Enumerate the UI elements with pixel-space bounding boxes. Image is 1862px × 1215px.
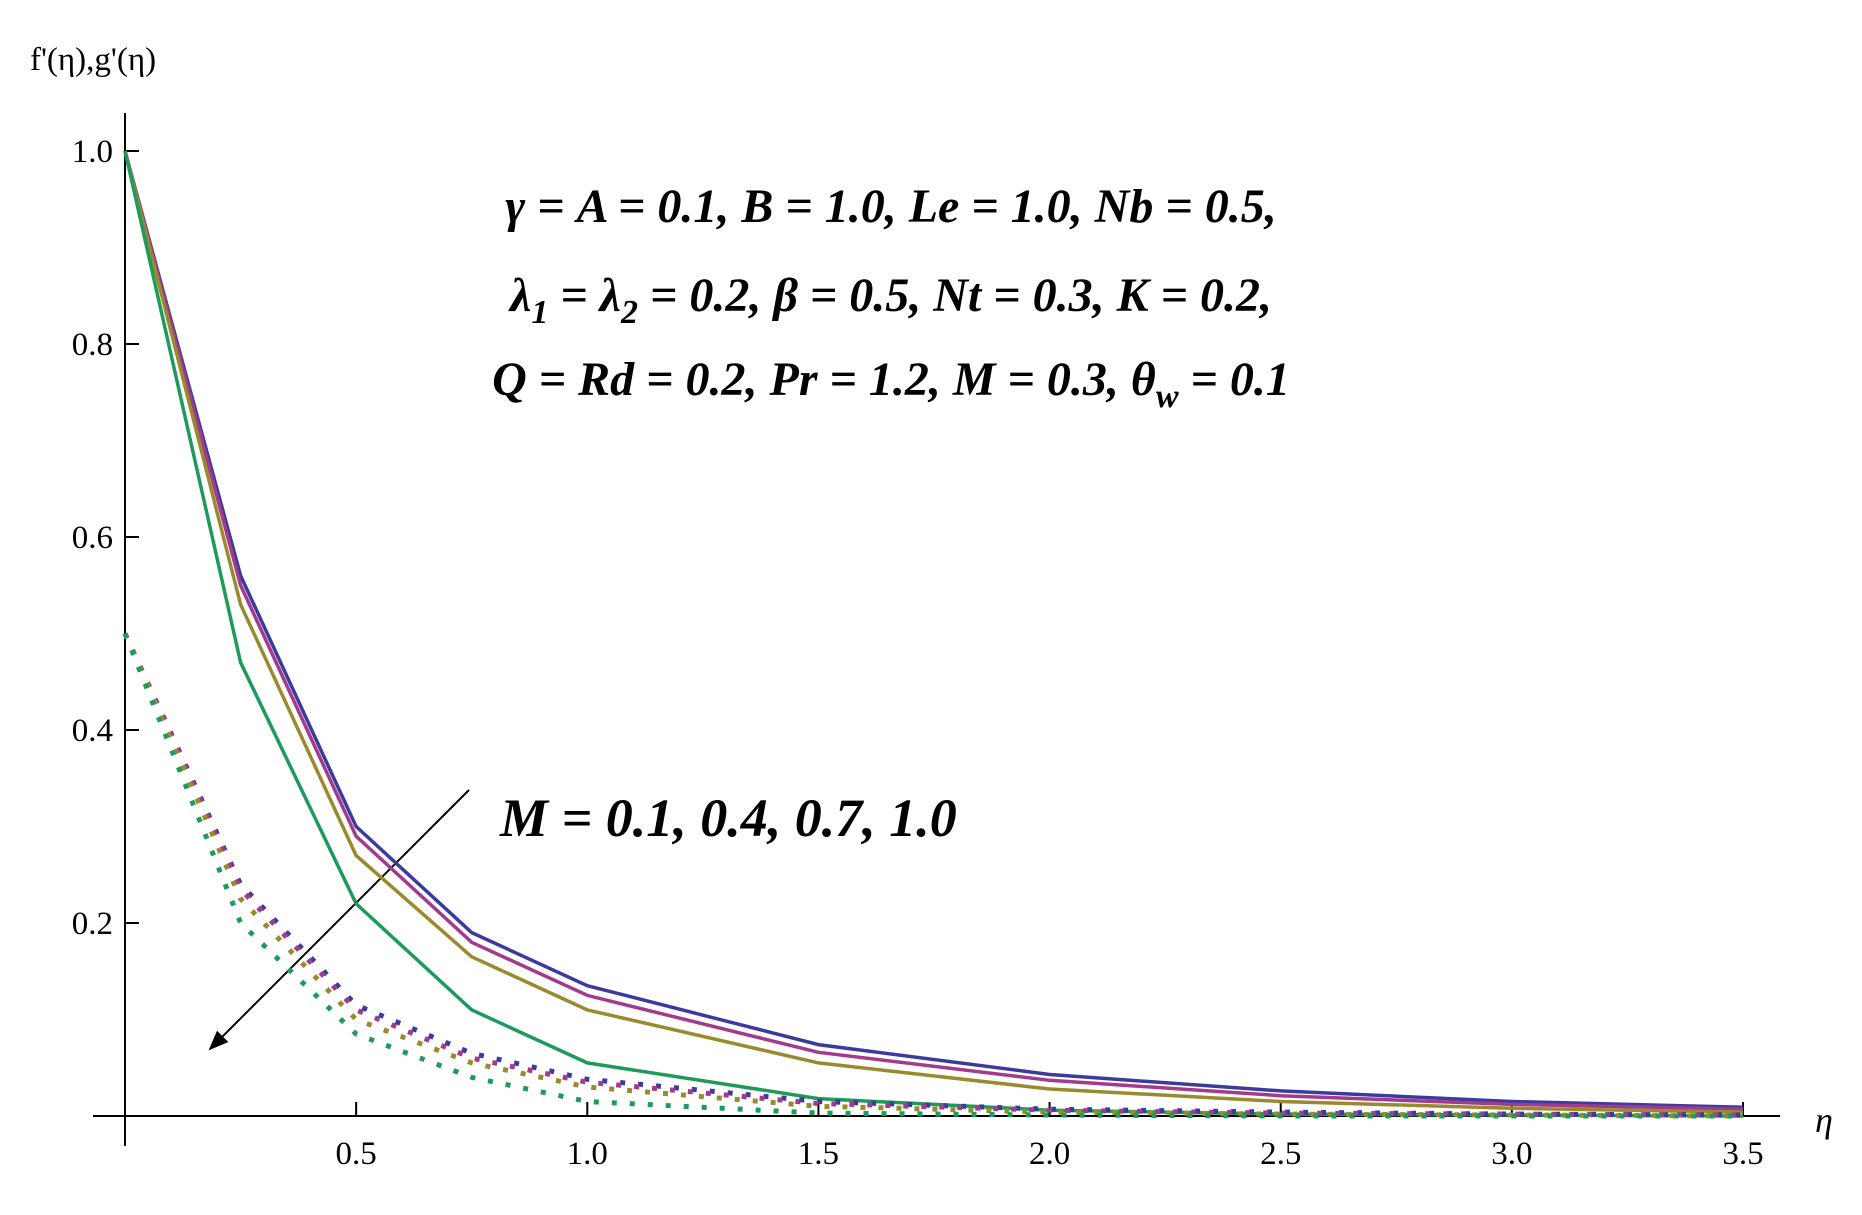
text-segment: γ = A = 0.1, B = 1.0, Le = 1.0, Nb = 0.5…	[505, 180, 1276, 233]
y-tick-label: 0.2	[72, 906, 113, 942]
line-series	[122, 632, 1744, 1118]
x-tick-label: 2.5	[1260, 1136, 1301, 1172]
line-series	[122, 632, 1743, 1119]
annotation: γ = A = 0.1, B = 1.0, Le = 1.0, Nb = 0.5…	[492, 180, 1290, 415]
subscript: w	[1156, 378, 1179, 415]
y-axis-label: f'(η),g'(η)	[30, 42, 156, 78]
annotation-line: λ1 = λ2 = 0.2, β = 0.5, Nt = 0.3, K = 0.…	[508, 269, 1272, 331]
subscript: 2	[620, 294, 638, 331]
annotation-line: Q = Rd = 0.2, Pr = 1.2, M = 0.3, θw = 0.…	[492, 353, 1290, 415]
y-tick-label: 1.0	[72, 134, 113, 170]
y-tick-label: 0.4	[72, 713, 113, 749]
line-series	[123, 150, 1744, 1110]
x-tick-label: 1.0	[567, 1136, 608, 1172]
text-segment: = λ	[548, 269, 621, 322]
text-segment: λ	[508, 269, 531, 322]
x-tick-label: 1.5	[798, 1136, 839, 1172]
text-segment: = 0.1	[1179, 353, 1290, 406]
y-tick-label: 0.6	[72, 520, 113, 556]
x-tick-label: 2.0	[1029, 1136, 1070, 1172]
text-segment: Q = Rd = 0.2, Pr = 1.2, M = 0.3, θ	[492, 353, 1156, 406]
subscript: 1	[531, 294, 548, 331]
line-series	[123, 150, 1744, 1114]
x-tick-label: 3.0	[1491, 1136, 1532, 1172]
line-series	[122, 632, 1744, 1118]
arrow	[208, 789, 470, 1051]
annotation-line: γ = A = 0.1, B = 1.0, Le = 1.0, Nb = 0.5…	[505, 180, 1276, 233]
line-series	[123, 150, 1744, 1111]
x-axis-label: η	[1815, 1100, 1833, 1140]
line-series	[122, 632, 1744, 1119]
arrow-label: M = 0.1, 0.4, 0.7, 1.0	[499, 788, 957, 848]
x-tick-label: 0.5	[336, 1136, 377, 1172]
y-tick-label: 0.8	[72, 327, 113, 363]
text-segment: = 0.2, β = 0.5, Nt = 0.3, K = 0.2,	[638, 269, 1272, 322]
x-tick-label: 3.5	[1722, 1136, 1763, 1172]
